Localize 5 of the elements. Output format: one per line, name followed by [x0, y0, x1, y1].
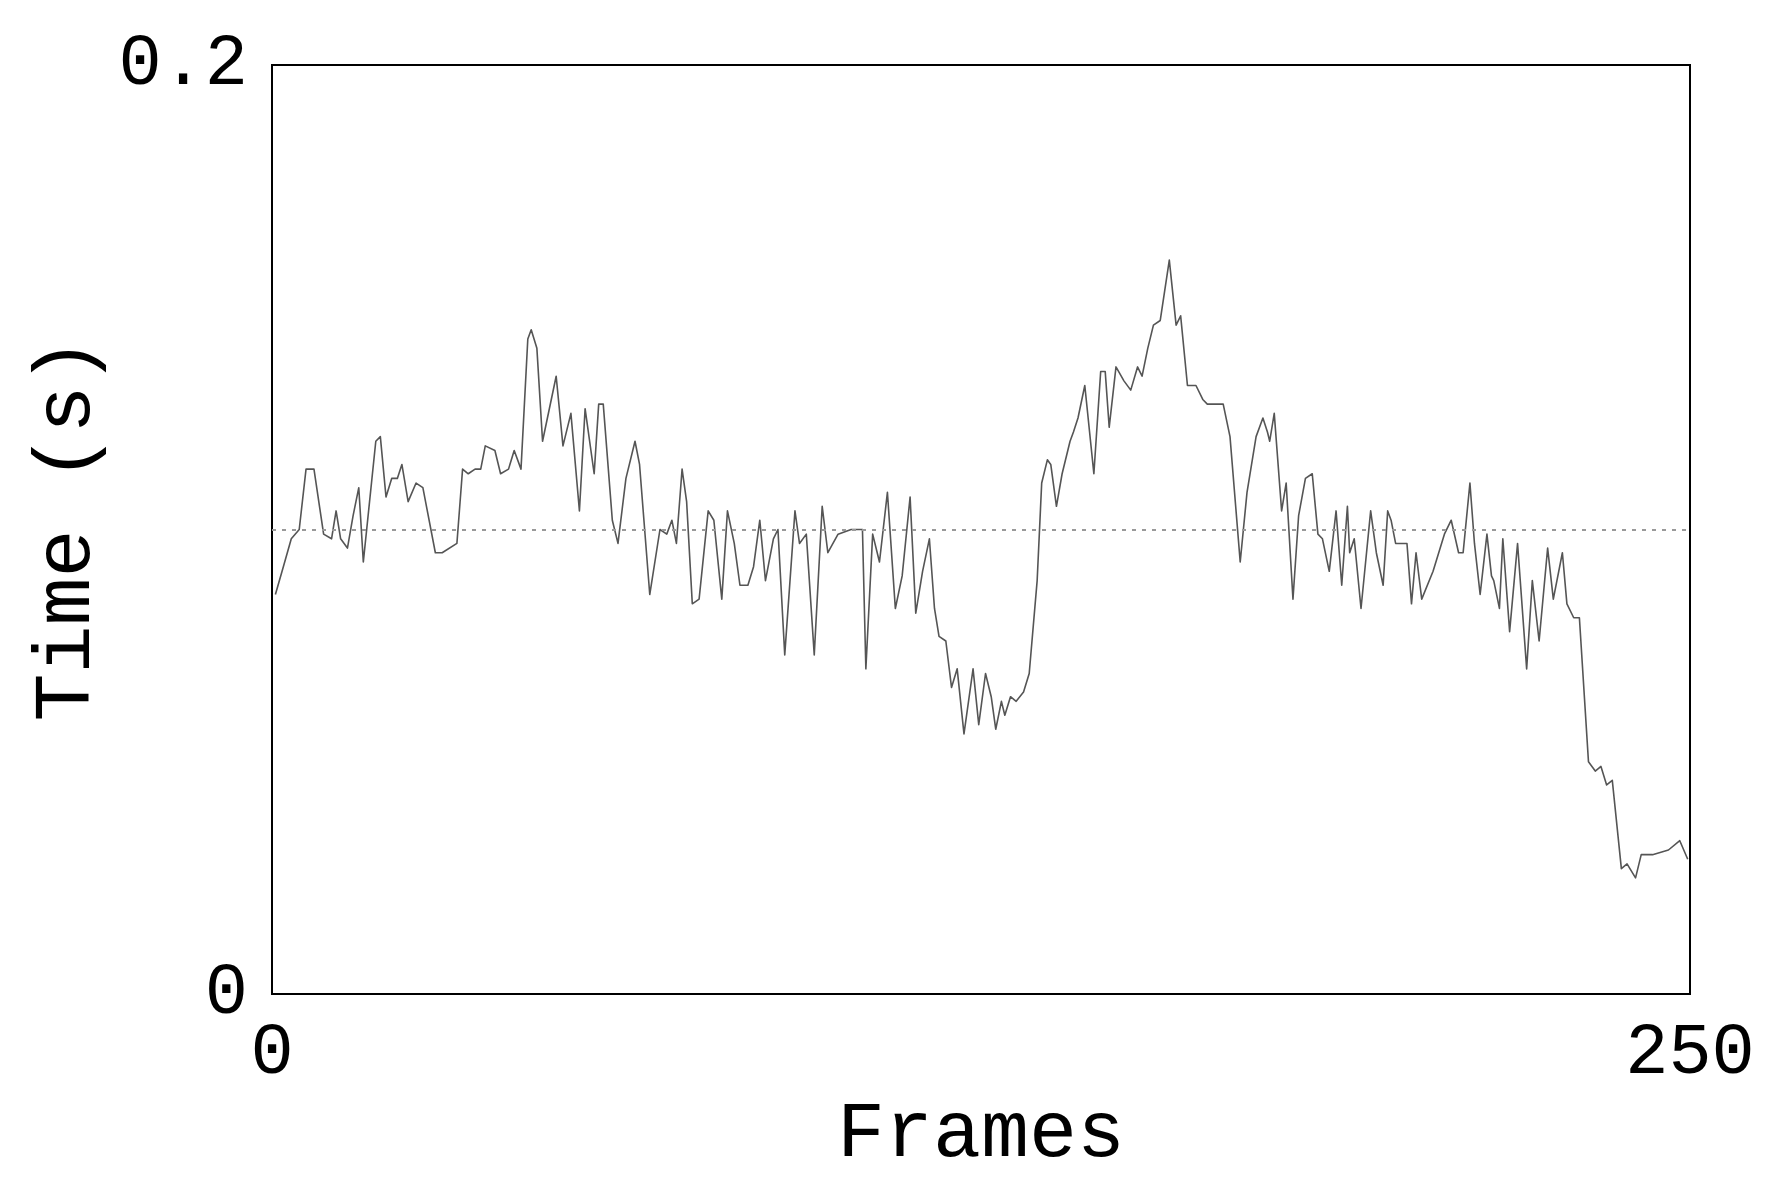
y-tick-label: 0.2	[118, 24, 248, 106]
y-axis-title: Time (s)	[21, 337, 113, 722]
x-tick-label: 250	[1625, 1013, 1755, 1095]
line-series	[274, 259, 1689, 879]
x-axis-title: Frames	[836, 1089, 1126, 1181]
